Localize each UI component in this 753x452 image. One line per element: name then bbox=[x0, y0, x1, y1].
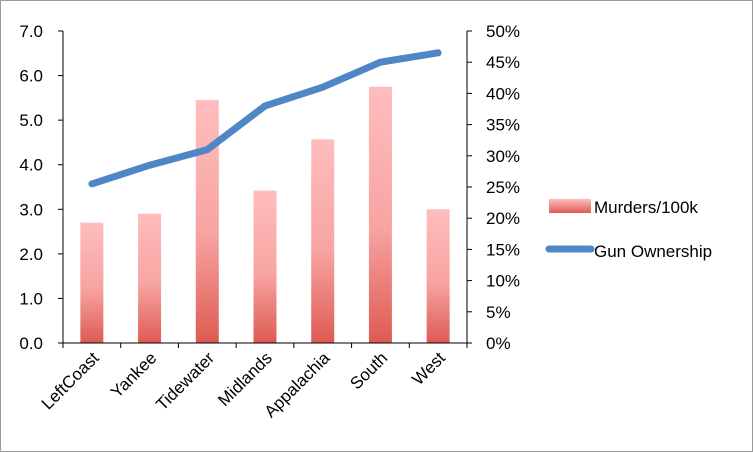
right-tick-label: 25% bbox=[486, 178, 520, 197]
x-tick-label: Tidewater bbox=[152, 348, 218, 414]
left-axis-ticks: 0.0 1.0 2.0 3.0 4.0 5.0 6.0 7.0 bbox=[19, 22, 63, 353]
bar-midlands bbox=[253, 190, 277, 343]
x-axis-ticks: LeftCoast YankeeTidewaterMidlandsAppalach… bbox=[38, 343, 468, 421]
gun-ownership-line bbox=[88, 49, 442, 188]
left-tick-label: 7.0 bbox=[19, 22, 43, 41]
legend-label-murders: Murders/100k bbox=[594, 198, 698, 217]
x-tick-label: Yankee bbox=[107, 348, 160, 401]
right-tick-label: 0% bbox=[486, 334, 511, 353]
left-tick-label: 3.0 bbox=[19, 200, 43, 219]
right-tick-label: 35% bbox=[486, 116, 520, 135]
left-tick-label: 5.0 bbox=[19, 111, 43, 130]
right-tick-label: 40% bbox=[486, 84, 520, 103]
x-tick-label: West bbox=[408, 348, 449, 389]
right-tick-label: 5% bbox=[486, 303, 511, 322]
right-tick-label: 30% bbox=[486, 147, 520, 166]
x-tick-label: LeftCoast bbox=[38, 348, 103, 413]
bar-west bbox=[426, 209, 450, 343]
right-tick-label: 20% bbox=[486, 209, 520, 228]
left-tick-label: 0.0 bbox=[19, 334, 43, 353]
left-tick-label: 2.0 bbox=[19, 245, 43, 264]
right-tick-label: 45% bbox=[486, 53, 520, 72]
left-tick-label: 1.0 bbox=[19, 289, 43, 308]
left-tick-label: 6.0 bbox=[19, 67, 43, 86]
right-axis-ticks: 0% 5% 10% 15% 20% 25% 30% 35% 40% 45% 50% bbox=[467, 22, 520, 353]
bar-south bbox=[368, 86, 392, 343]
bar-tidewater bbox=[195, 100, 219, 343]
bar-yankee bbox=[138, 213, 162, 343]
x-tick-label: South bbox=[346, 348, 391, 393]
legend-label-gun-ownership: Gun Ownership bbox=[594, 242, 712, 261]
right-tick-label: 50% bbox=[486, 22, 520, 41]
right-tick-label: 15% bbox=[486, 240, 520, 259]
left-tick-label: 4.0 bbox=[19, 156, 43, 175]
bar-leftcoast bbox=[80, 222, 104, 343]
legend: Murders/100k Gun Ownership bbox=[545, 198, 712, 261]
line-layer bbox=[88, 49, 442, 188]
right-tick-label: 10% bbox=[486, 272, 520, 291]
bar-appalachia bbox=[311, 139, 335, 343]
legend-swatch-murders bbox=[549, 199, 591, 213]
bars-layer bbox=[80, 86, 450, 343]
